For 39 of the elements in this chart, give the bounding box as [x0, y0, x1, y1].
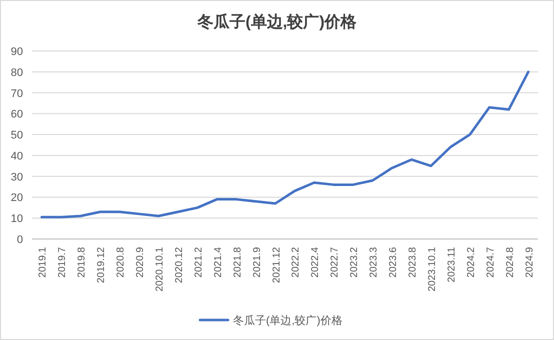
y-tick-label: 90: [10, 46, 23, 58]
x-tick-label: 2021.12: [271, 246, 282, 284]
y-tick-label: 50: [10, 130, 23, 142]
x-tick-label: 2021.9: [252, 246, 263, 278]
x-tick-label: 2019.1: [38, 246, 49, 278]
y-tick-label: 80: [10, 66, 23, 79]
x-tick-label: 2024.7: [485, 246, 496, 278]
x-tick-label: 2021.2: [193, 246, 204, 278]
x-tick-label: 2023.3: [368, 246, 380, 278]
y-tick-label: 0: [16, 234, 23, 246]
y-tick-label: 60: [10, 108, 23, 121]
x-tick-label: 2023.11: [446, 246, 458, 282]
x-tick-label: 2022.4: [310, 246, 322, 278]
y-tick-label: 30: [10, 171, 23, 184]
chart-title: 冬瓜子(单边,较广)价格: [196, 13, 358, 31]
x-tick-label: 2020.12: [174, 246, 185, 284]
y-tick-label: 10: [10, 213, 23, 226]
x-tick-label: 2021.8: [232, 246, 244, 278]
x-tick-label: 2023.6: [388, 246, 400, 278]
x-tick-label: 2022.7: [330, 246, 341, 278]
x-tick-label: 2024.9: [524, 246, 536, 278]
x-tick-label: 2024.8: [504, 246, 516, 278]
y-tick-label: 20: [10, 192, 23, 204]
x-tick-label: 2021.4: [212, 246, 224, 278]
x-tick-label: 2022.2: [290, 246, 302, 278]
x-tick-label: 2023.8: [408, 246, 418, 278]
x-tick-label: 2019.12: [96, 246, 108, 284]
x-tick-label: 2019.7: [57, 246, 68, 278]
x-tick-label: 2020.8: [116, 246, 127, 278]
x-tick-label: 2019.8: [76, 246, 88, 278]
legend-label: 冬瓜子(单边,较广)价格: [233, 314, 342, 327]
y-tick-label: 70: [10, 88, 23, 100]
x-tick-label: 2023.2: [349, 246, 360, 278]
x-tick-label: 2020.9: [135, 246, 146, 278]
y-tick-label: 40: [10, 150, 23, 162]
x-tick-label: 2023.10.1: [426, 246, 438, 292]
x-tick-label: 2020.10.1: [154, 246, 166, 292]
x-tick-label: 2024.2: [466, 246, 477, 278]
line-series: [40, 70, 530, 218]
